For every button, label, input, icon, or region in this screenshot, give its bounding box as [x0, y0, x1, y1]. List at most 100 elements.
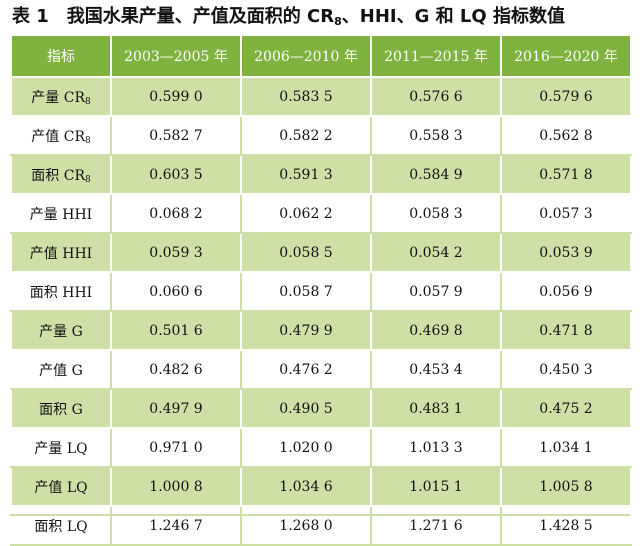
table-row: 面积 HHI 0.060 6 0.058 7 0.057 9 0.056 9: [10, 271, 632, 312]
table-title-text: 我国水果产量、产值及面积的 CR: [66, 6, 335, 27]
row-label-text: 面积 G: [39, 401, 83, 418]
value-cell: 1.271 6: [370, 505, 502, 546]
table-row: 面积 LQ 1.246 7 1.268 0 1.271 6 1.428 5: [10, 505, 632, 546]
row-label-subscript: 8: [84, 174, 91, 185]
row-label-text: 面积 HHI: [29, 284, 93, 301]
value-cell: 0.059 3: [110, 232, 242, 273]
value-cell: 1.020 0: [240, 427, 372, 468]
value-cell: 0.582 2: [240, 115, 372, 156]
value-cell: 0.060 6: [110, 271, 242, 312]
row-label-text: 产值 LQ: [34, 479, 88, 496]
value-cell: 0.483 1: [370, 388, 502, 429]
value-cell: 0.453 4: [370, 349, 502, 390]
value-cell: 0.476 2: [240, 349, 372, 390]
value-cell: 1.428 5: [500, 505, 632, 546]
table-row: 面积 G 0.497 9 0.490 5 0.483 1 0.475 2: [10, 388, 632, 429]
row-label-text: 产量 HHI: [29, 206, 93, 223]
row-label: 面积 HHI: [10, 271, 112, 312]
value-cell: 0.469 8: [370, 310, 502, 351]
row-label-text: 面积 CR: [31, 167, 85, 184]
row-label: 产值 G: [10, 349, 112, 390]
row-label: 产值 CR8: [10, 115, 112, 156]
value-cell: 0.558 3: [370, 115, 502, 156]
table-row: 产值 LQ 1.000 8 1.034 6 1.015 1 1.005 8: [10, 466, 632, 507]
value-cell: 0.482 6: [110, 349, 242, 390]
row-label-subscript: 8: [84, 135, 91, 146]
value-cell: 1.000 8: [110, 466, 242, 507]
table-row: 面积 CR8 0.603 5 0.591 3 0.584 9 0.571 8: [10, 154, 632, 195]
value-cell: 1.013 3: [370, 427, 502, 468]
value-cell: 1.034 1: [500, 427, 632, 468]
value-cell: 0.475 2: [500, 388, 632, 429]
header-period-2003-2005: 2003—2005 年: [110, 34, 242, 78]
value-cell: 0.599 0: [110, 76, 242, 117]
value-cell: 0.579 6: [500, 76, 632, 117]
value-cell: 0.562 8: [500, 115, 632, 156]
value-cell: 0.056 9: [500, 271, 632, 312]
value-cell: 1.005 8: [500, 466, 632, 507]
value-cell: 0.058 3: [370, 193, 502, 234]
row-label: 面积 G: [10, 388, 112, 429]
value-cell: 0.057 3: [500, 193, 632, 234]
row-label-text: 产量 LQ: [34, 440, 88, 457]
value-cell: 0.576 6: [370, 76, 502, 117]
table-title-subscript: 8: [334, 15, 342, 28]
row-label-text: 面积 LQ: [34, 518, 88, 535]
header-period-2011-2015: 2011—2015 年: [370, 34, 502, 78]
value-cell: 0.479 9: [240, 310, 372, 351]
value-cell: 1.015 1: [370, 466, 502, 507]
row-label: 产量 G: [10, 310, 112, 351]
row-label-text: 产值 G: [39, 362, 83, 379]
row-label: 产量 HHI: [10, 193, 112, 234]
value-cell: 0.053 9: [500, 232, 632, 273]
value-cell: 0.501 6: [110, 310, 242, 351]
value-cell: 0.591 3: [240, 154, 372, 195]
table-row: 产值 HHI 0.059 3 0.058 5 0.054 2 0.053 9: [10, 232, 632, 273]
value-cell: 0.054 2: [370, 232, 502, 273]
header-indicator: 指标: [10, 34, 112, 78]
value-cell: 0.490 5: [240, 388, 372, 429]
header-period-2016-2020: 2016—2020 年: [500, 34, 632, 78]
value-cell: 0.471 8: [500, 310, 632, 351]
table-row: 产量 G 0.501 6 0.479 9 0.469 8 0.471 8: [10, 310, 632, 351]
table-row: 产量 LQ 0.971 0 1.020 0 1.013 3 1.034 1: [10, 427, 632, 468]
row-label-text: 产值 CR: [31, 128, 85, 145]
table-header-row: 指标 2003—2005 年 2006—2010 年 2011—2015 年 2…: [10, 34, 632, 78]
row-label: 产值 HHI: [10, 232, 112, 273]
table-title: 表 1 我国水果产量、产值及面积的 CR8、HHI、G 和 LQ 指标数值: [8, 4, 565, 30]
value-cell: 1.034 6: [240, 466, 372, 507]
table-row: 产量 CR8 0.599 0 0.583 5 0.576 6 0.579 6: [10, 76, 632, 117]
table-number: 表 1: [12, 6, 49, 27]
value-cell: 0.057 9: [370, 271, 502, 312]
row-label-text: 产值 HHI: [29, 245, 93, 262]
row-label: 产值 LQ: [10, 466, 112, 507]
value-cell: 0.058 7: [240, 271, 372, 312]
row-label: 产量 CR8: [10, 76, 112, 117]
value-cell: 0.571 8: [500, 154, 632, 195]
row-label-text: 产量 CR: [31, 89, 85, 106]
table-title-tail: 、HHI、G 和 LQ 指标数值: [341, 6, 565, 27]
table-row: 产值 CR8 0.582 7 0.582 2 0.558 3 0.562 8: [10, 115, 632, 156]
header-period-2006-2010: 2006—2010 年: [240, 34, 372, 78]
row-label-subscript: 8: [84, 96, 91, 107]
table-row: 产值 G 0.482 6 0.476 2 0.453 4 0.450 3: [10, 349, 632, 390]
indicator-table: 指标 2003—2005 年 2006—2010 年 2011—2015 年 2…: [10, 34, 632, 546]
value-cell: 0.058 5: [240, 232, 372, 273]
table-body: 产量 CR8 0.599 0 0.583 5 0.576 6 0.579 6 产值 CR8…: [10, 76, 632, 546]
row-label-text: 产量 G: [39, 323, 83, 340]
value-cell: 0.971 0: [110, 427, 242, 468]
row-label: 产量 LQ: [10, 427, 112, 468]
value-cell: 0.450 3: [500, 349, 632, 390]
table-row: 产量 HHI 0.068 2 0.062 2 0.058 3 0.057 3: [10, 193, 632, 234]
value-cell: 1.246 7: [110, 505, 242, 546]
value-cell: 0.068 2: [110, 193, 242, 234]
row-label: 面积 LQ: [10, 505, 112, 546]
value-cell: 0.584 9: [370, 154, 502, 195]
value-cell: 0.582 7: [110, 115, 242, 156]
table-bottom-rule: [10, 514, 630, 516]
value-cell: 0.603 5: [110, 154, 242, 195]
value-cell: 0.062 2: [240, 193, 372, 234]
row-label: 面积 CR8: [10, 154, 112, 195]
value-cell: 1.268 0: [240, 505, 372, 546]
value-cell: 0.497 9: [110, 388, 242, 429]
